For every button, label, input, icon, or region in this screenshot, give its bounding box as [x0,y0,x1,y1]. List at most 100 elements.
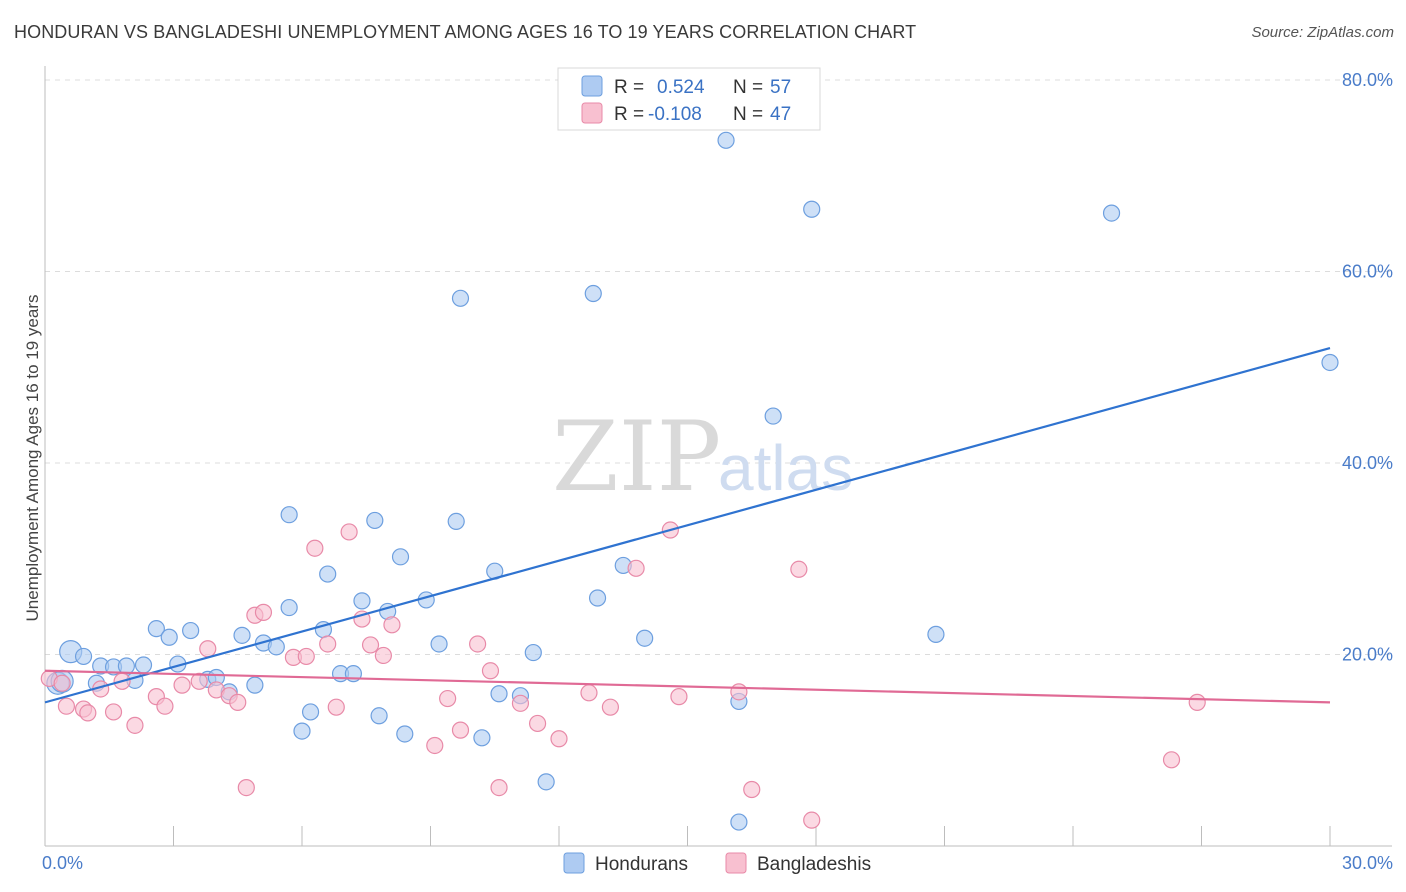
honduran-point [524,643,542,662]
honduran-point [353,592,371,610]
grid-lines [45,79,1392,655]
bangladeshi-trend-line [44,669,1331,704]
legend-n-label-bangladeshis: N = [733,104,763,125]
bangladeshi-point [383,616,401,634]
y-axis-label: Unemployment Among Ages 16 to 19 years [23,295,42,622]
bangladeshi-point [803,811,821,829]
y-tick-label: 60.0% [1342,262,1393,282]
bangladeshi-point [173,676,191,694]
trend-lines [44,347,1331,704]
bangladeshi-point [481,662,500,680]
x-tick-labels: 0.0% 30.0% [42,853,1393,873]
y-tick-labels: 20.0% 40.0% 60.0% 80.0% [1342,70,1393,665]
honduran-point [803,200,821,218]
bottom-legend-swatch-hondurans [563,852,585,874]
bangladeshi-point [306,539,324,557]
honduran-point [293,722,311,740]
honduran-trend-line [44,347,1331,704]
honduran-point [301,703,320,721]
honduran-point [584,284,602,303]
bottom-legend: Hondurans Bangladeshis [563,852,871,875]
y-axis-label-group: Unemployment Among Ages 16 to 19 years [23,295,42,622]
honduran-point [717,131,735,149]
x-tick-label: 30.0% [1342,853,1393,873]
legend-r-value-bangladeshis: -0.108 [648,104,702,125]
legend-r-label-hondurans: R = [614,77,644,98]
bangladeshi-point [490,778,508,797]
honduran-point [473,729,491,747]
honduran-point [134,656,153,674]
bangladeshi-point [528,714,547,733]
bottom-legend-bangladeshis: Bangladeshis [757,854,871,875]
bangladeshi-point [743,780,761,799]
legend-swatch-bangladeshis [581,102,603,124]
bangladeshi-point [601,698,620,716]
bangladeshi-point [53,674,71,692]
honduran-point [588,589,607,607]
honduran-point [319,565,337,583]
bangladeshi-point [254,603,273,621]
bangladeshi-point [156,697,174,715]
bangladeshi-point [790,560,808,578]
bangladeshi-point [426,736,444,755]
honduran-point [451,289,470,307]
bangladeshi-point [451,721,470,739]
legend-r-label-bangladeshis: R = [614,104,644,125]
bangladeshi-point [229,693,247,711]
honduran-point [147,620,165,638]
y-tick-label: 40.0% [1342,453,1393,473]
legend-n-value-bangladeshis: 47 [770,104,791,125]
bangladeshi-point [126,716,144,734]
watermark: ZIP atlas [552,401,853,513]
bangladeshi-point [297,647,315,666]
honduran-point [74,647,93,666]
honduran-point [160,628,178,646]
bangladeshi-point [340,523,358,541]
bangladeshi-point [374,646,392,665]
bangladeshi-point [511,694,530,712]
honduran-point [490,685,508,703]
bangladeshi-point [627,559,645,577]
y-tick-label: 80.0% [1342,70,1393,90]
honduran-point [370,707,388,725]
bangladeshi-point [199,640,217,658]
legend-n-value-hondurans: 57 [770,77,791,98]
honduran-point [430,635,448,653]
bangladeshi-point [319,635,337,653]
honduran-point [537,773,555,791]
legend-swatch-hondurans [581,75,603,97]
bangladeshi-point [237,778,255,797]
axes [44,66,1392,847]
bangladeshi-point [190,672,208,690]
bangladeshi-point [1162,751,1181,769]
honduran-point [636,629,654,647]
honduran-point [391,548,410,566]
honduran-point [730,813,748,831]
bangladeshi-point [730,683,748,701]
bangladeshi-point [327,698,345,716]
top-legend: R = 0.524 N = 57 R = -0.108 N = 47 [557,67,821,131]
series-bangladeshis-points [40,521,1206,829]
legend-n-label-hondurans: N = [733,77,763,98]
source-label: Source: ZipAtlas.com [1251,24,1394,41]
bangladeshi-point [670,688,688,706]
bangladeshi-point [580,684,598,702]
bottom-legend-hondurans: Hondurans [595,854,688,875]
bangladeshi-point [361,636,380,654]
y-tick-label: 20.0% [1342,645,1393,665]
legend-r-value-hondurans: 0.524 [657,77,705,98]
honduran-point [280,598,298,617]
bangladeshi-point [439,689,457,708]
bangladeshi-point [57,697,76,715]
bangladeshi-point [104,703,123,721]
honduran-point [927,625,945,643]
honduran-point [447,512,465,531]
x-tick-label: 0.0% [42,853,83,873]
honduran-point [366,511,384,530]
watermark-atlas: atlas [718,432,853,504]
bottom-legend-swatch-bangladeshis [725,852,747,874]
honduran-point [764,407,782,425]
watermark-zip: ZIP [552,401,721,513]
bangladeshi-point [469,635,487,653]
